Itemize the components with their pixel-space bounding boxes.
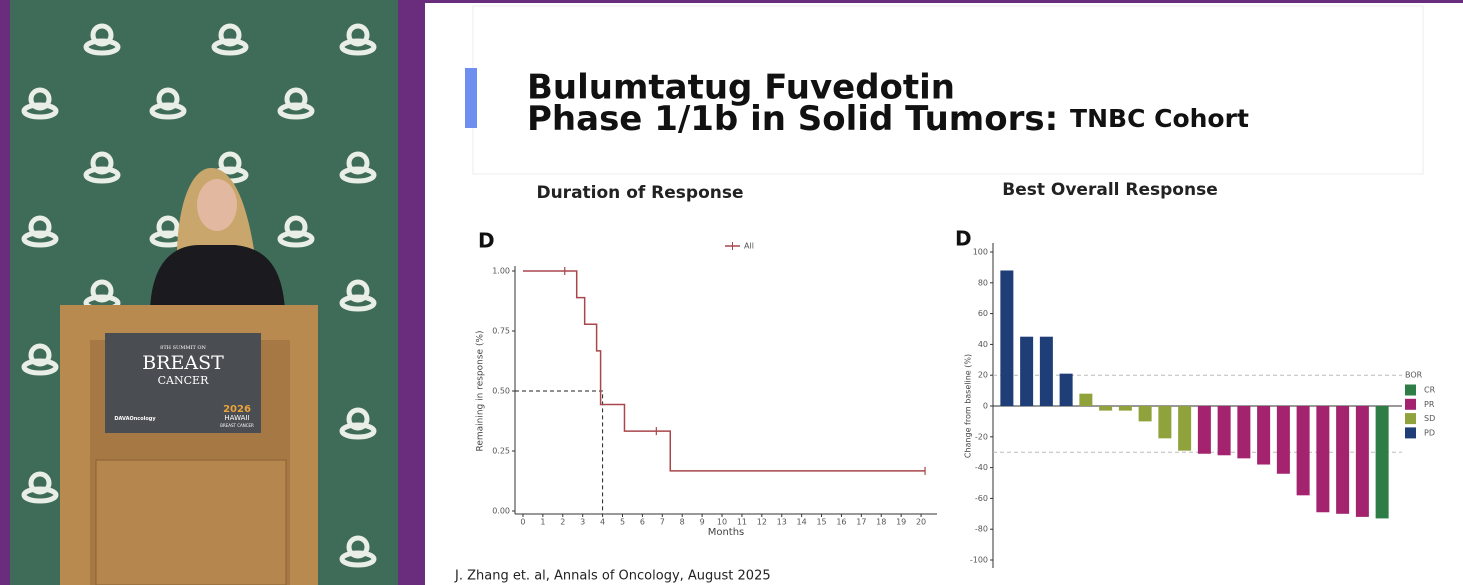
x-tick-label: 14 [797, 518, 807, 527]
legend-swatch [1405, 427, 1416, 439]
bar [1020, 336, 1034, 406]
bar [1197, 406, 1211, 454]
x-tick-label: 18 [876, 518, 886, 527]
y-tick-label: 0.50 [492, 387, 510, 396]
bar [1336, 406, 1350, 514]
y-tick-label: 100 [973, 248, 988, 257]
sign-year: 2026 [223, 404, 251, 415]
x-tick-label: 15 [816, 518, 826, 527]
x-tick-label: 4 [600, 518, 605, 527]
bar [1276, 406, 1290, 474]
x-tick-label: 2 [560, 518, 565, 527]
bar [1138, 406, 1152, 422]
bar [1118, 406, 1132, 411]
y-tick-label: 1.00 [492, 267, 510, 276]
bar [1039, 336, 1053, 406]
x-tick-label: 1 [540, 518, 545, 527]
header-card [472, 5, 1424, 175]
legend-label: SD [1424, 414, 1435, 423]
accent-bar [465, 68, 477, 128]
bar [1217, 406, 1231, 456]
y-tick-label: -80 [975, 525, 988, 534]
x-tick-label: 0 [520, 518, 525, 527]
bar [1059, 373, 1073, 406]
legend-swatch [1405, 398, 1416, 410]
y-tick-label: -60 [975, 494, 988, 503]
y-tick-label: 20 [978, 371, 988, 380]
y-tick-label: 40 [978, 340, 988, 349]
panel-label: D [955, 227, 972, 251]
bar [1237, 406, 1251, 459]
bar [1079, 393, 1093, 406]
sign-event1: HAWAII [224, 414, 249, 422]
bar [1355, 406, 1369, 517]
y-tick-label: -20 [975, 432, 988, 441]
sign-edition: 8TH SUMMIT ON [160, 345, 206, 351]
citation: J. Zhang et. al, Annals of Oncology, Aug… [454, 569, 771, 584]
title-suffix: TNBC Cohort [1070, 104, 1249, 133]
x-tick-label: 5 [620, 518, 625, 527]
bar [1099, 406, 1113, 411]
bar [1375, 406, 1389, 519]
legend-label: CR [1424, 386, 1436, 395]
y-tick-label: 0.25 [492, 447, 510, 456]
bar [1257, 406, 1271, 465]
panel-label: D [478, 229, 495, 253]
survival-line [522, 270, 926, 472]
bar [1316, 406, 1330, 513]
x-tick-label: 7 [660, 518, 665, 527]
bar [1296, 406, 1310, 496]
y-axis-label: Change from baseline (%) [964, 354, 973, 458]
y-tick-label: 80 [978, 278, 988, 287]
chart-title: Best Overall Response [1002, 180, 1217, 200]
x-tick-label: 3 [580, 518, 585, 527]
x-tick-label: 16 [836, 518, 846, 527]
speaker-video: 8TH SUMMIT ON BREAST CANCER DAVAOncology… [10, 0, 398, 585]
x-tick-label: 11 [737, 518, 747, 527]
title-line2: Phase 1/1b in Solid Tumors: TNBC Cohort [527, 99, 1249, 139]
y-tick-label: 0 [983, 402, 988, 411]
legend-title: BOR [1405, 371, 1423, 380]
sign-line2: CANCER [158, 374, 209, 387]
y-tick-label: 60 [978, 309, 988, 318]
y-tick-label: -40 [975, 463, 988, 472]
x-tick-label: 6 [640, 518, 645, 527]
sign-line1: BREAST [142, 352, 224, 374]
bar [1000, 270, 1014, 406]
bar [1178, 406, 1192, 451]
y-tick-label: 0.00 [492, 507, 510, 516]
legend-swatch [1405, 413, 1416, 425]
chart-title: Duration of Response [536, 183, 743, 203]
y-axis-label: Remaining in response (%) [476, 330, 486, 451]
x-tick-label: 19 [896, 518, 906, 527]
x-tick-label: 13 [777, 518, 787, 527]
x-axis-label: Months [708, 527, 745, 538]
x-tick-label: 8 [680, 518, 685, 527]
x-tick-label: 10 [717, 518, 727, 527]
legend-swatch [1405, 384, 1416, 396]
x-tick-label: 9 [700, 518, 705, 527]
sign-event2: BREAST CANCER [220, 423, 254, 428]
legend-label: PR [1424, 400, 1435, 409]
legend-label: PD [1424, 428, 1435, 437]
sign-sponsor: DAVAOncology [114, 416, 156, 422]
bar [1158, 406, 1172, 439]
title-main: Phase 1/1b in Solid Tumors: [527, 99, 1058, 139]
title-line1: Bulumtatug Fuvedotin [527, 68, 955, 108]
x-tick-label: 17 [856, 518, 866, 527]
y-tick-label: 0.75 [492, 327, 510, 336]
x-tick-label: 12 [757, 518, 767, 527]
x-tick-label: 20 [916, 518, 926, 527]
legend-label: All [744, 242, 754, 251]
y-tick-label: -100 [970, 556, 988, 565]
median-line [515, 390, 604, 514]
